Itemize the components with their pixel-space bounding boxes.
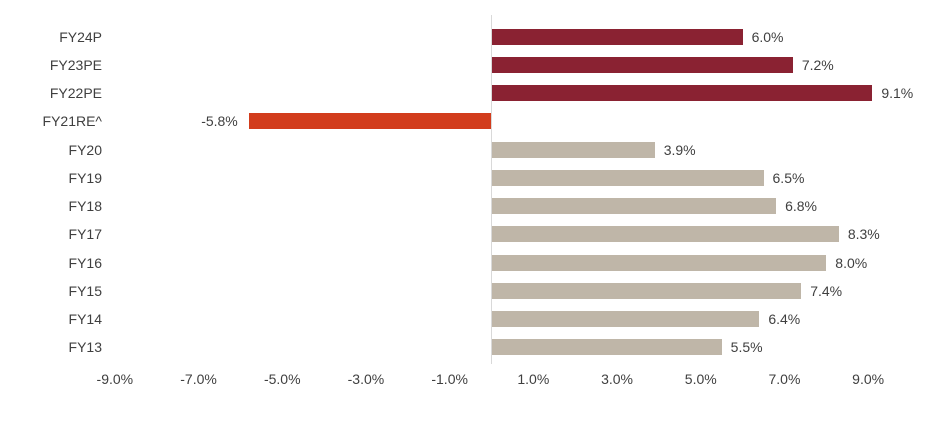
bar [491,28,743,45]
category-label: FY23PE [49,56,102,73]
y-axis-baseline [491,15,492,364]
bar [248,113,492,130]
category-label: FY13 [68,339,102,356]
x-axis-tick-label: 7.0% [768,371,801,387]
value-label: 6.0% [751,28,784,45]
category-label: FY21RE^ [42,113,102,130]
x-axis-tick-label: -3.0% [347,371,385,387]
bar [491,56,793,73]
bar [491,85,873,102]
value-label: 7.2% [801,56,834,73]
category-label: FY18 [68,198,102,215]
value-label: 5.5% [730,339,763,356]
x-axis-tick-label: -1.0% [431,371,468,387]
bar [491,254,827,271]
value-label: 9.1% [881,85,914,102]
bar [491,311,760,328]
x-axis-tick-label: -9.0% [96,371,134,387]
value-label: 8.3% [847,226,880,243]
value-label: 3.9% [663,141,696,158]
x-axis-tick-label: 5.0% [684,371,717,387]
category-label: FY24P [59,28,102,45]
bar [491,141,655,158]
x-axis-tick-label: 9.0% [852,371,885,387]
value-label: 8.0% [835,254,868,271]
bar [491,282,802,299]
category-label: FY22PE [49,85,102,102]
category-label: FY15 [68,282,102,299]
bar [491,169,764,186]
category-label: FY20 [68,141,102,158]
bar [491,226,839,243]
x-axis-tick-label: -7.0% [180,371,217,387]
category-label: FY16 [68,254,102,271]
category-label: FY17 [68,226,102,243]
bar [491,339,722,356]
x-axis-tick-label: -5.0% [263,371,301,387]
category-label: FY19 [68,169,102,186]
value-label: 7.4% [810,282,843,299]
x-axis-tick-label: 1.0% [517,371,550,387]
category-label: FY14 [68,311,102,328]
bar [491,198,777,215]
value-label: 6.4% [768,311,801,328]
value-label: 6.5% [772,169,805,186]
value-label: 6.8% [785,198,817,215]
value-label: -5.8% [201,113,238,130]
x-axis-tick-label: 3.0% [601,371,634,387]
